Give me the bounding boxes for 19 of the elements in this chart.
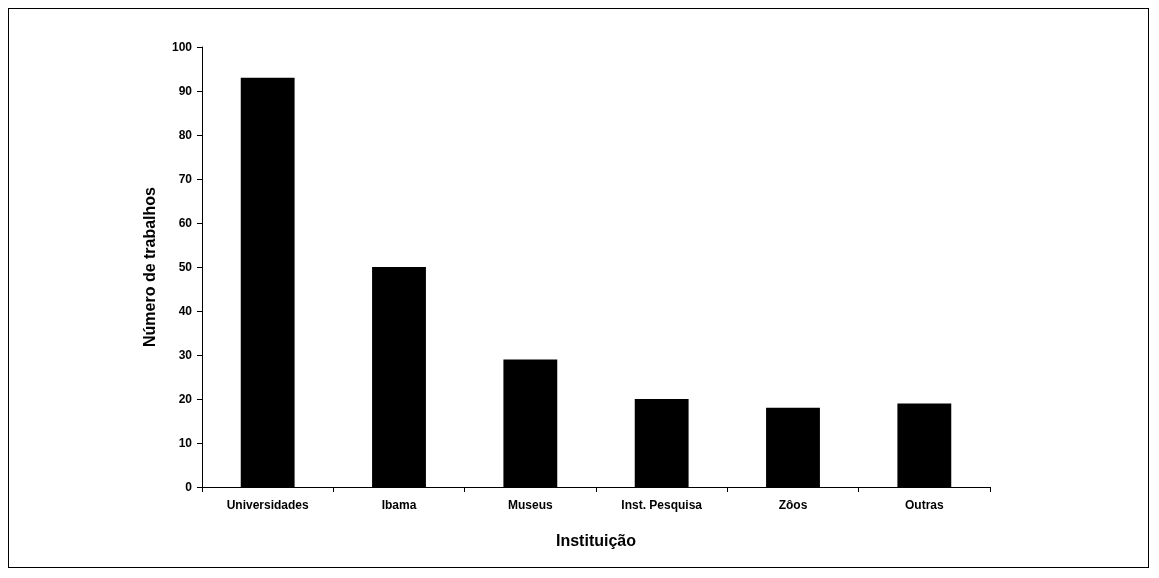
y-tick-label: 80 bbox=[178, 128, 193, 142]
y-tick-label: 90 bbox=[178, 84, 193, 98]
y-tick-label: 20 bbox=[178, 392, 193, 406]
y-tick-label: 10 bbox=[178, 436, 193, 450]
x-tick-label: Universidades bbox=[226, 498, 310, 512]
y-tick-label: 60 bbox=[178, 216, 193, 230]
x-axis-title: Instituição bbox=[555, 531, 637, 549]
y-tick-label: 0 bbox=[185, 480, 193, 494]
x-tick-label: Outras bbox=[904, 498, 944, 512]
y-axis-title: Número de trabalhos bbox=[140, 186, 158, 348]
x-tick-label: Zôos bbox=[778, 498, 808, 512]
y-tick-label: 100 bbox=[171, 40, 193, 54]
x-tick-label: Museus bbox=[507, 498, 553, 512]
y-tick-label: 70 bbox=[178, 172, 193, 186]
x-tick-label: Ibama bbox=[381, 498, 417, 512]
x-tick-label: Inst. Pesquisa bbox=[621, 498, 703, 512]
y-tick-label: 30 bbox=[178, 348, 193, 362]
y-tick-label: 50 bbox=[178, 260, 193, 274]
y-tick-label: 40 bbox=[178, 304, 193, 318]
